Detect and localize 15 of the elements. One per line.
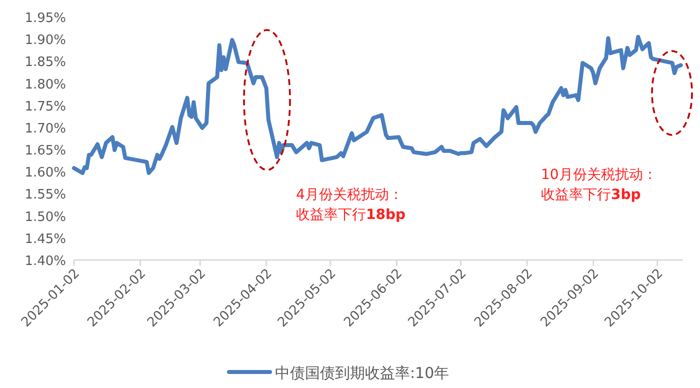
- y-tick-label: 1.60%: [24, 166, 66, 181]
- y-tick-label: 1.55%: [24, 188, 66, 203]
- y-tick-label: 1.75%: [24, 99, 66, 114]
- y-tick-label: 1.65%: [24, 144, 66, 159]
- y-tick-label: 1.85%: [24, 55, 66, 70]
- y-tick-label: 1.80%: [24, 77, 66, 92]
- y-tick-label: 1.50%: [24, 210, 66, 225]
- annotation: 4月份关税扰动：收益率下行18bp: [296, 186, 407, 225]
- y-tick-label: 1.40%: [24, 254, 66, 269]
- legend-label: 中债国债到期收益率:10年: [275, 364, 450, 382]
- annotation: 10月份关税扰动：收益率下行3bp: [541, 166, 658, 205]
- y-tick-label: 1.70%: [24, 121, 66, 136]
- y-tick-label: 1.90%: [24, 33, 66, 48]
- y-tick-label: 1.95%: [24, 11, 66, 26]
- y-tick-label: 1.45%: [24, 232, 66, 247]
